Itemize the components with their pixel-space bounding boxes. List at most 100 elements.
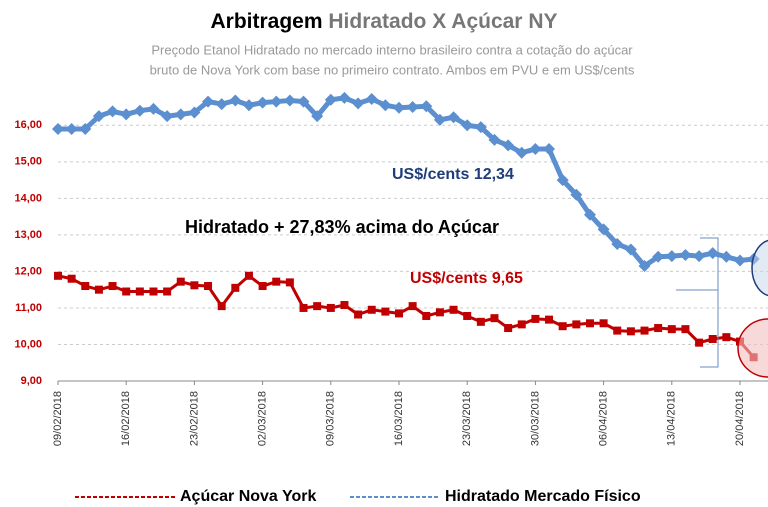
marker: [204, 282, 213, 291]
marker: [583, 208, 596, 221]
marker: [92, 110, 105, 123]
marker: [149, 287, 158, 296]
y-tick-label: 15,00: [14, 156, 42, 168]
marker: [174, 108, 187, 121]
marker: [679, 248, 692, 261]
marker: [135, 287, 144, 296]
highlight: [751, 239, 768, 297]
x-tick-label: 16/02/2018: [120, 391, 132, 446]
marker: [433, 113, 446, 126]
x-tick-label: 13/04/2018: [666, 391, 678, 446]
marker: [476, 317, 485, 326]
x-tick-label: 09/02/2018: [52, 391, 64, 446]
bracket: [676, 237, 719, 368]
x-tick-label: 16/03/2018: [393, 391, 405, 446]
marker: [529, 143, 542, 156]
marker: [706, 247, 719, 260]
marker: [447, 111, 460, 124]
marker: [215, 98, 228, 111]
marker: [722, 333, 731, 342]
chart-title: Arbitragem Hidratado X Açúcar NY: [211, 10, 558, 33]
x-tick-label: 23/02/2018: [188, 391, 200, 446]
marker: [558, 322, 567, 331]
marker: [624, 243, 637, 256]
subtitle: Preçodo Etanol Hidratado no mercado inte…: [151, 42, 633, 57]
marker: [217, 302, 226, 311]
x-tick-label: 09/03/2018: [325, 391, 337, 446]
marker: [515, 146, 528, 159]
y-tick-label: 11,00: [15, 302, 42, 314]
marker: [517, 320, 526, 329]
marker: [626, 327, 635, 336]
marker: [654, 324, 663, 333]
marker: [531, 314, 540, 323]
y-tick-label: 14,00: [14, 192, 42, 204]
marker: [406, 101, 419, 114]
marker: [545, 315, 554, 324]
highlight: [737, 318, 768, 378]
marker: [338, 91, 351, 104]
marker: [734, 254, 746, 267]
marker: [354, 310, 363, 319]
marker: [708, 334, 717, 343]
x-tick-label: 20/04/2018: [734, 391, 746, 446]
marker: [695, 338, 704, 347]
marker: [556, 174, 569, 187]
marker: [65, 122, 78, 135]
marker: [81, 282, 90, 291]
marker: [490, 314, 499, 323]
marker: [188, 106, 201, 119]
marker: [379, 99, 392, 112]
marker: [502, 139, 515, 152]
series-line: [57, 273, 755, 359]
marker: [52, 122, 64, 135]
marker: [94, 285, 103, 294]
annotation: US$/cents 9,65: [410, 270, 523, 287]
legend-label: Hidratado Mercado Físico: [445, 488, 641, 505]
annotation: US$/cents 12,34: [392, 166, 514, 183]
x-tick-label: 23/03/2018: [461, 391, 473, 446]
marker: [311, 110, 324, 123]
marker: [147, 102, 160, 115]
marker: [120, 108, 133, 121]
marker: [543, 143, 556, 156]
marker: [326, 303, 335, 312]
marker: [435, 308, 444, 317]
marker: [613, 326, 622, 335]
marker: [393, 101, 405, 114]
marker: [681, 325, 690, 334]
marker: [122, 287, 131, 296]
marker: [231, 283, 240, 292]
title-part: Arbitragem: [211, 10, 323, 33]
marker: [572, 320, 581, 329]
y-tick-label: 16,00: [14, 119, 42, 131]
marker: [599, 319, 608, 328]
marker: [570, 188, 583, 201]
y-tick-label: 9,00: [21, 375, 42, 387]
marker: [693, 250, 706, 263]
marker: [504, 324, 513, 333]
y-tick-label: 12,00: [14, 265, 42, 277]
marker: [297, 95, 310, 108]
marker: [283, 94, 296, 107]
marker: [665, 250, 678, 263]
marker: [161, 110, 174, 123]
marker: [720, 250, 733, 263]
marker: [667, 325, 676, 334]
marker: [190, 281, 199, 290]
marker: [176, 277, 185, 286]
marker: [352, 97, 365, 110]
series-line: [58, 95, 754, 270]
legend-label: Açúcar Nova York: [180, 488, 316, 505]
marker: [258, 282, 267, 291]
marker: [395, 309, 403, 318]
title-part: Hidratado X Açúcar NY: [328, 10, 557, 33]
marker: [285, 278, 294, 287]
marker: [585, 319, 594, 328]
marker: [79, 122, 92, 135]
x-tick-label: 06/04/2018: [598, 391, 610, 446]
marker: [106, 105, 119, 118]
marker: [367, 305, 376, 314]
marker: [640, 326, 649, 335]
